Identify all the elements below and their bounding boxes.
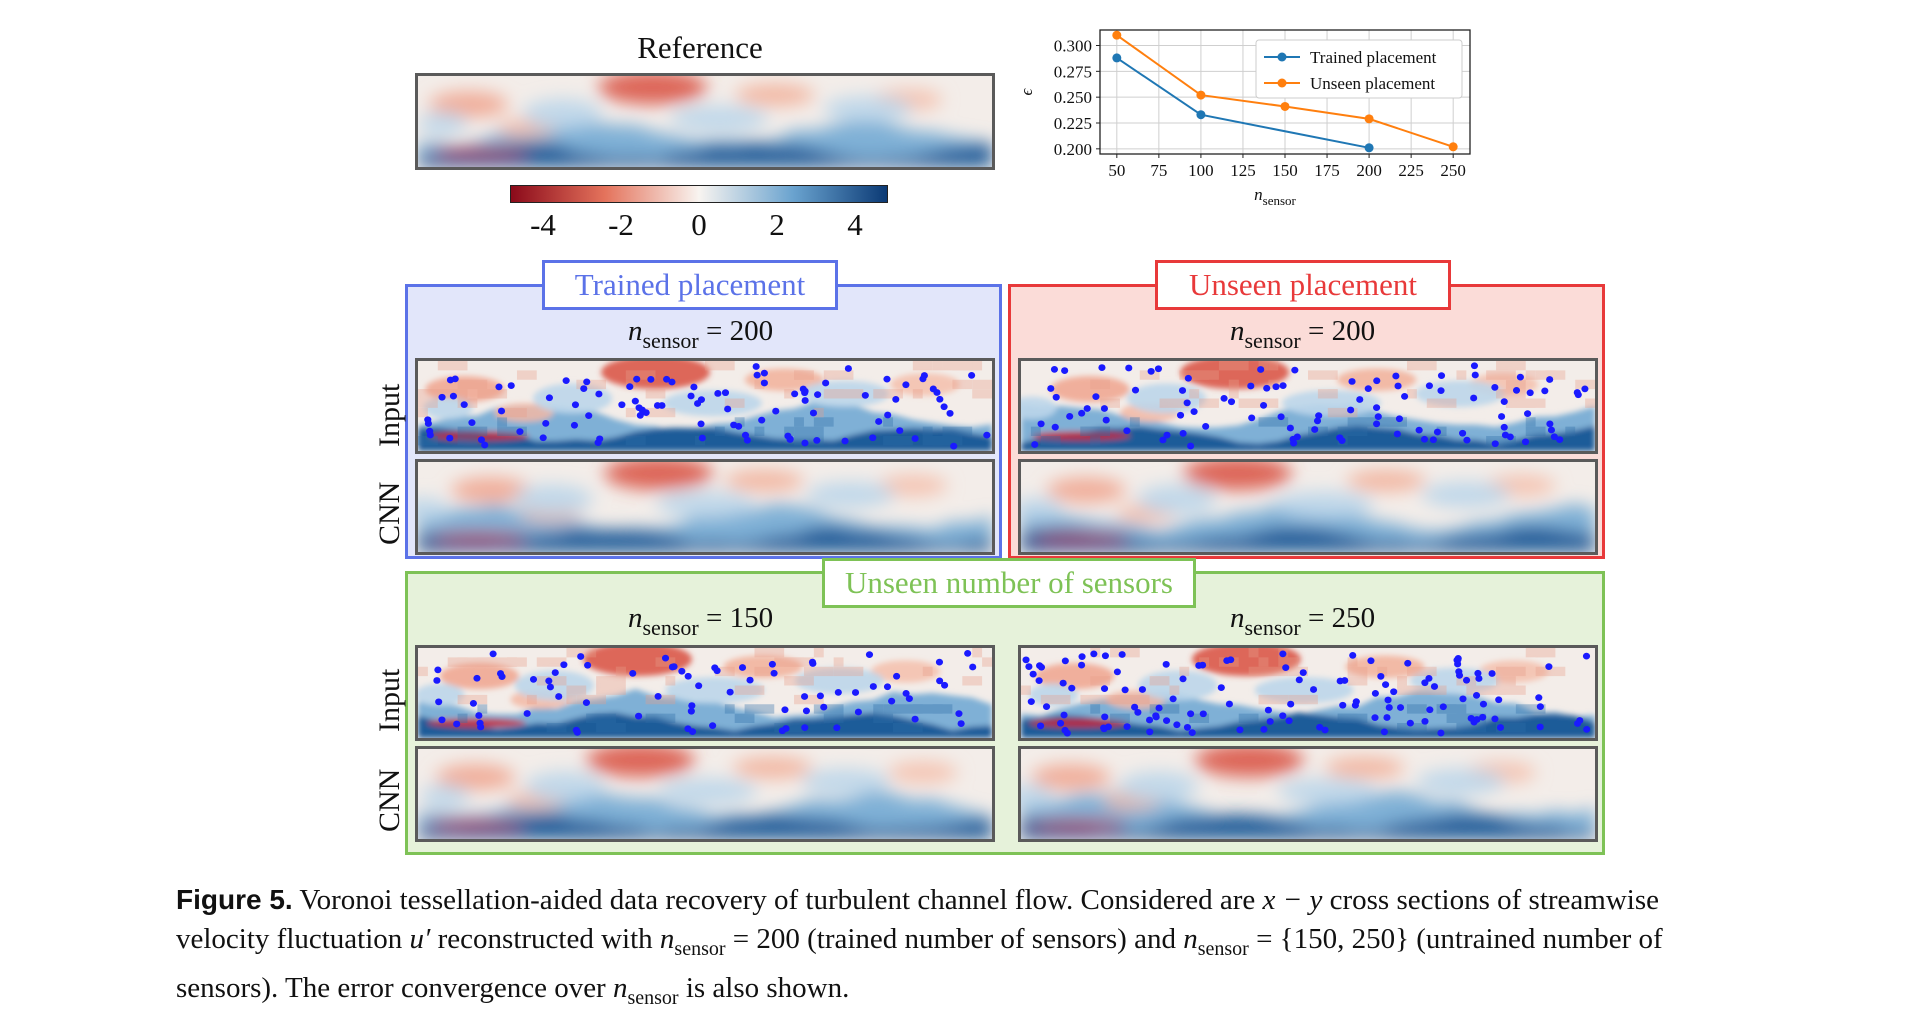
unseen-cnn-field [1018,459,1598,555]
n-symbol: n [1230,602,1245,634]
row-label-input: Input [373,383,406,447]
n-value: = 150 [705,602,774,634]
data-point [1280,101,1290,111]
caption-math: x − y [1262,884,1323,916]
x-tick-label: 75 [1150,161,1167,180]
figure-caption: Figure 5. Voronoi tessellation-aided dat… [176,880,1736,1018]
caption-math: n [659,923,675,955]
n250-input-field [1018,645,1598,741]
unseen-number-title: Unseen number of sensors [822,558,1196,608]
data-point [1448,142,1458,152]
colorbar-tick: -4 [530,207,556,242]
n250-sensor-label: nsensor = 250 [1230,602,1375,641]
trained-input-field [415,358,995,454]
caption-text: = 200 (trained number of sensors) and [725,923,1184,955]
x-tick-label: 125 [1230,161,1256,180]
y-tick-label: 0.300 [1054,37,1092,56]
colorbar [510,185,888,203]
n-subscript: sensor [1244,328,1301,353]
x-tick-label: 175 [1314,161,1340,180]
caption-text: Voronoi tessellation-aided data recovery… [292,884,1263,916]
n-value: = 250 [1307,602,1376,634]
reference-title: Reference [637,30,763,65]
x-axis-label: nsensor [1254,185,1296,208]
unseen-input-field [1018,358,1598,454]
n150-sensor-label: nsensor = 150 [628,602,773,641]
data-point [1196,90,1206,100]
x-tick-label: 100 [1188,161,1214,180]
data-point [1196,110,1206,120]
n150-input-field [415,645,995,741]
x-tick-label: 50 [1108,161,1125,180]
caption-subscript: sensor [1197,937,1249,960]
data-point [1112,53,1122,63]
legend-label: Trained placement [1310,48,1437,67]
n-value: = 200 [1307,315,1376,347]
trained-placement-title: Trained placement [542,260,838,310]
data-point [1364,114,1374,124]
n-value: = 200 [705,315,774,347]
unseen-n-sensor-label: nsensor = 200 [1230,315,1375,354]
y-tick-label: 0.200 [1054,140,1092,159]
caption-subscript: sensor [627,986,679,1009]
error-convergence-chart: 50 75 100 125 150 175 200 225 250 0.200 0.225 0.250… [1017,29,1471,208]
n-subscript: sensor [1244,615,1301,640]
x-tick-label: 150 [1272,161,1298,180]
legend-label: Unseen placement [1310,74,1435,93]
colorbar-tick: -2 [608,207,634,242]
caption-text: = {150, 250} (untrained number of sensor… [176,923,1663,1004]
figure-label: Figure 5. [176,884,293,915]
x-tick-label: 250 [1440,161,1466,180]
y-tick-label: 0.225 [1054,114,1092,133]
n-symbol: n [628,315,643,347]
trained-cnn-field [415,459,995,555]
n-subscript: sensor [642,615,699,640]
caption-text: is also shown. [678,971,850,1004]
y-tick-label: 0.250 [1054,88,1092,107]
colorbar-tick: 0 [691,207,707,242]
legend-marker [1277,52,1287,62]
n-subscript: sensor [642,328,699,353]
legend-marker [1277,78,1287,88]
n-symbol: n [1230,315,1245,347]
row-label-input: Input [373,668,406,732]
legend-box [1255,39,1463,99]
trained-n-sensor-label: nsensor = 200 [628,315,773,354]
caption-math: u′ [409,923,431,955]
n250-cnn-field [1018,746,1598,842]
y-axis-label: ϵ [1017,87,1036,95]
y-tick-label: 0.275 [1054,62,1092,81]
caption-text: reconstructed with [430,923,660,955]
row-label-cnn: CNN [373,768,406,832]
n150-cnn-field [415,746,995,842]
row-label-cnn: CNN [373,481,406,545]
data-point [1112,30,1122,40]
colorbar-tick: 2 [769,207,785,242]
x-tick-label: 200 [1356,161,1382,180]
caption-math: n [1183,923,1198,955]
x-tick-label: 225 [1398,161,1424,180]
data-point [1364,143,1374,153]
colorbar-tick: 4 [847,207,863,242]
caption-subscript: sensor [674,937,726,960]
n-symbol: n [628,602,643,634]
unseen-placement-title: Unseen placement [1155,260,1451,310]
caption-text: cross sections of streamwise velocity fl… [176,884,1660,955]
caption-math: n [612,971,628,1004]
reference-field [415,73,995,170]
